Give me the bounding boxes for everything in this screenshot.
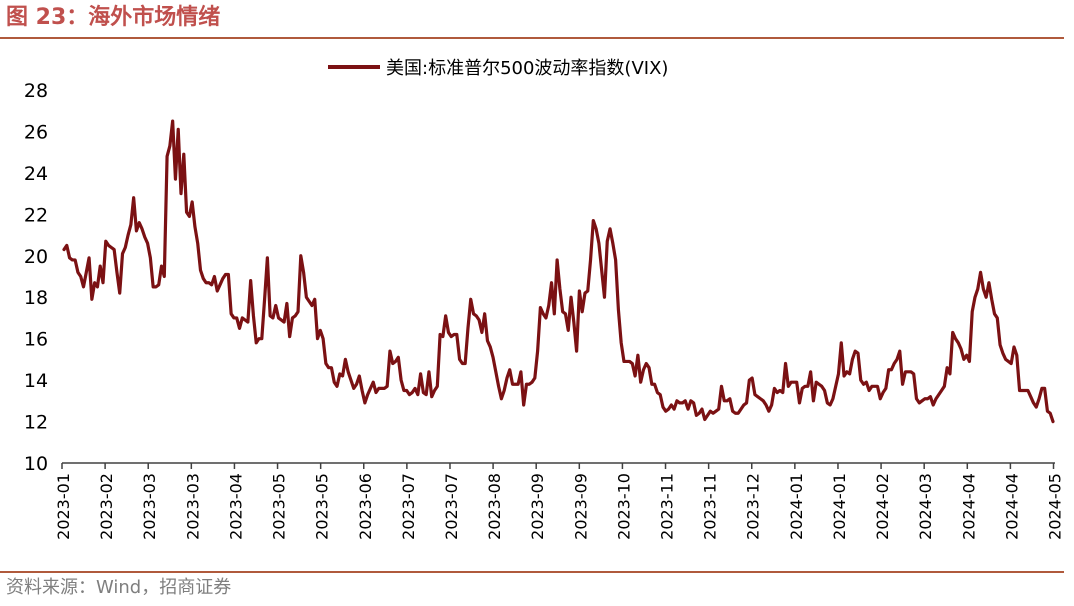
x-tick-label: 2023-01 xyxy=(54,473,73,540)
y-tick-label: 16 xyxy=(24,329,48,351)
x-tick-label: 2024-03 xyxy=(916,473,935,540)
x-tick-label: 2024-04 xyxy=(1002,473,1021,540)
figure-title: 图 23：海外市场情绪 xyxy=(6,5,221,30)
x-tick-label: 2023-06 xyxy=(356,473,375,540)
x-tick-label: 2023-04 xyxy=(226,473,245,540)
x-tick-label: 2024-04 xyxy=(959,473,978,540)
x-tick-label: 2023-03 xyxy=(140,473,159,540)
source-divider xyxy=(0,571,1064,573)
y-tick-label: 22 xyxy=(24,204,48,226)
x-tick-label: 2023-05 xyxy=(270,473,289,540)
x-tick-label: 2024-01 xyxy=(787,473,806,540)
legend-label: 美国:标准普尔500波动率指数(VIX) xyxy=(386,58,668,79)
x-tick-label: 2023-09 xyxy=(528,473,547,540)
x-tick-label: 2023-07 xyxy=(399,473,418,540)
x-axis: 2023-01 2023-02 2023-03 2023-03 2023-04 2023-… xyxy=(54,462,1065,540)
y-tick-label: 12 xyxy=(24,412,48,434)
x-tick-label: 2023-03 xyxy=(183,473,202,540)
y-tick-label: 10 xyxy=(24,453,48,475)
x-tick-label: 2023-05 xyxy=(313,473,332,540)
y-tick-label: 20 xyxy=(24,246,48,268)
source-note: 资料来源：Wind，招商证券 xyxy=(6,577,232,598)
x-tick-label: 2023-10 xyxy=(614,473,633,540)
x-tick-label: 2023-02 xyxy=(97,473,116,540)
y-tick-label: 14 xyxy=(24,370,48,392)
y-tick-label: 24 xyxy=(24,163,48,185)
x-tick-label: 2023-09 xyxy=(571,473,590,540)
series-line-vix xyxy=(62,119,1055,424)
y-tick-label: 28 xyxy=(24,80,48,102)
x-tick-label: 2024-01 xyxy=(830,473,849,540)
y-axis: 10 12 14 16 18 20 22 24 26 28 xyxy=(24,80,48,475)
x-tick-label: 2023-08 xyxy=(485,473,504,540)
chart-legend: 美国:标准普尔500波动率指数(VIX) xyxy=(328,58,668,79)
y-tick-label: 26 xyxy=(24,121,48,143)
x-tick-label: 2024-05 xyxy=(1046,473,1065,540)
x-tick-label: 2024-02 xyxy=(873,473,892,540)
y-tick-label: 18 xyxy=(24,287,48,309)
x-tick-label: 2023-12 xyxy=(744,473,763,540)
x-tick-label: 2023-07 xyxy=(442,473,461,540)
x-tick-label: 2023-11 xyxy=(701,473,720,540)
title-divider xyxy=(0,37,1064,39)
x-tick-label: 2023-11 xyxy=(658,473,677,540)
